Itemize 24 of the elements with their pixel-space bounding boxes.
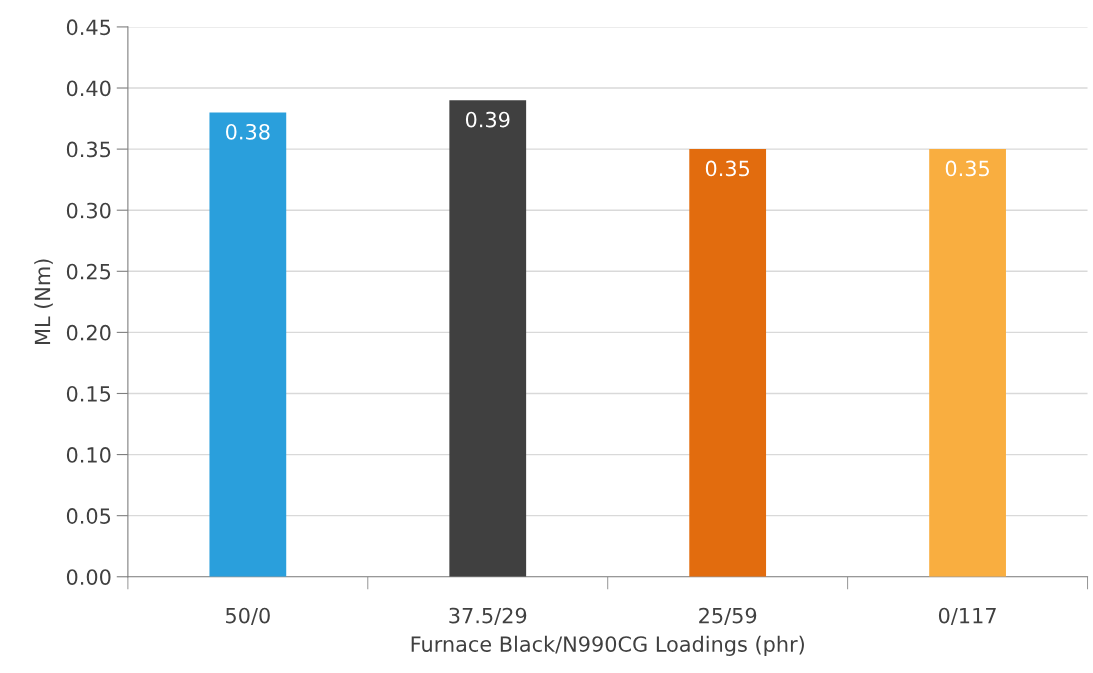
y-tick-label: 0.45 bbox=[66, 19, 111, 36]
bar bbox=[209, 112, 287, 577]
x-tick-label: 50/0 bbox=[226, 607, 270, 626]
bar bbox=[929, 149, 1006, 577]
data-label: 0.38 bbox=[226, 123, 270, 140]
x-axis-title: Furnace Black/N990CG Loadings (phr) bbox=[411, 635, 804, 656]
y-tick-label: 0.35 bbox=[66, 141, 111, 158]
bar bbox=[449, 100, 527, 577]
x-tick-label: 37.5/29 bbox=[449, 607, 527, 626]
y-tick-label: 0.25 bbox=[66, 263, 111, 280]
data-label: 0.35 bbox=[945, 160, 989, 177]
data-label: 0.39 bbox=[465, 111, 510, 128]
y-tick-label: 0.20 bbox=[66, 324, 111, 341]
y-tick-label: 0.10 bbox=[66, 447, 111, 463]
y-tick-label: 0.40 bbox=[66, 80, 111, 97]
y-axis-title: ML (Nm) bbox=[34, 259, 53, 344]
bar bbox=[689, 149, 767, 577]
y-tick-label: 0.00 bbox=[66, 569, 111, 585]
y-tick-label: 0.05 bbox=[66, 508, 111, 524]
y-tick-label: 0.30 bbox=[66, 202, 111, 219]
y-tick-label: 0.15 bbox=[66, 385, 111, 402]
data-label: 0.35 bbox=[705, 160, 750, 177]
x-tick-label: 0/117 bbox=[938, 607, 996, 626]
x-tick-label: 25/59 bbox=[699, 607, 757, 626]
